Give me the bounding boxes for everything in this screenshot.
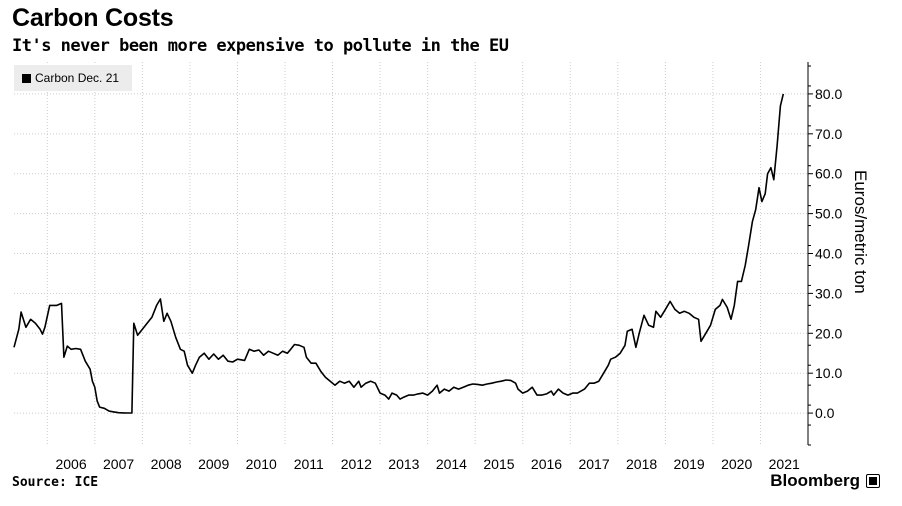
y-tick-label-70.0: 70.0: [815, 126, 842, 142]
x-tick-label-2015: 2015: [483, 456, 514, 472]
y-tick-labels: 0.0 10.0 20.0 30.0 40.0 50.0 60.0 70.0 80.0: [815, 86, 842, 421]
x-tick-label-2021: 2021: [769, 456, 800, 472]
y-tick-label-40.0: 40.0: [815, 246, 842, 262]
x-tick-label-2009: 2009: [198, 456, 229, 472]
x-tick-label-2013: 2013: [388, 456, 419, 472]
y-tick-label-0.0: 0.0: [815, 405, 835, 421]
legend: Carbon Dec. 21: [14, 65, 132, 91]
x-tick-label-2006: 2006: [55, 456, 86, 472]
y-tick-label-50.0: 50.0: [815, 206, 842, 222]
series-line-carbon-dec-21: [13, 93, 785, 414]
x-tick-label-2014: 2014: [436, 456, 467, 472]
x-tick-label-2019: 2019: [674, 456, 705, 472]
y-tick-label-80.0: 80.0: [815, 86, 842, 102]
x-tick-label-2012: 2012: [341, 456, 372, 472]
source-note: Source: ICE: [12, 475, 99, 490]
legend-swatch: [22, 73, 31, 83]
axes: [807, 62, 813, 446]
x-tick-label-2016: 2016: [531, 456, 562, 472]
gridlines: [14, 62, 808, 445]
x-tick-label-2017: 2017: [578, 456, 609, 472]
y-tick-label-20.0: 20.0: [815, 325, 842, 341]
series-layer: [13, 93, 785, 414]
x-tick-label-2018: 2018: [626, 456, 657, 472]
chart-subtitle: It's never been more expensive to pollut…: [12, 36, 509, 56]
x-tick-labels: 2006 2007 2008 2009 2010 2011 2012 2013 2014 2015…: [55, 456, 800, 472]
brand-name: Bloomberg: [770, 471, 860, 490]
bloomberg-terminal-icon: [866, 474, 880, 488]
bloomberg-logo: Bloomberg: [770, 471, 880, 491]
x-tick-label-2008: 2008: [151, 456, 182, 472]
y-tick-label-10.0: 10.0: [815, 365, 842, 381]
chart-title: Carbon Costs: [12, 4, 174, 32]
x-tick-label-2011: 2011: [294, 456, 324, 472]
x-tick-label-2010: 2010: [246, 456, 277, 472]
x-tick-label-2020: 2020: [721, 456, 752, 472]
x-tick-label-2007: 2007: [103, 456, 134, 472]
y-axis-label: Euros/metric ton: [851, 170, 870, 294]
y-tick-label-60.0: 60.0: [815, 166, 842, 182]
y-tick-label-30.0: 30.0: [815, 285, 842, 301]
legend-label: Carbon Dec. 21: [35, 71, 120, 85]
